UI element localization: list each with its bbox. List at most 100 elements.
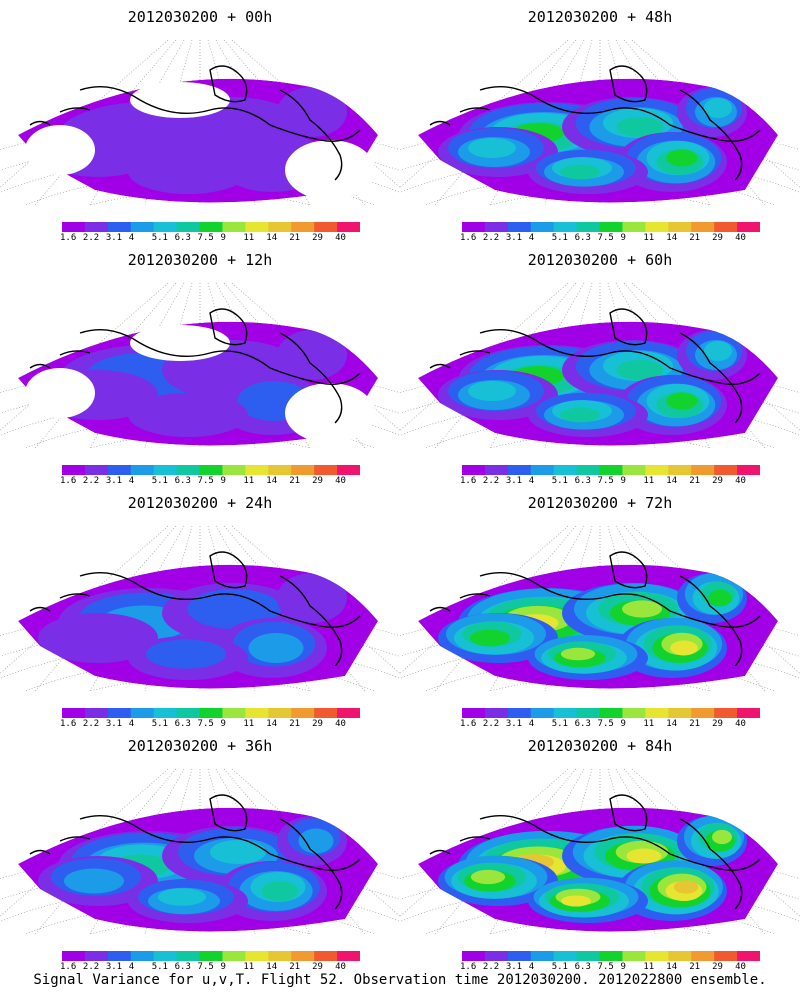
colorbar-segment [176, 222, 201, 232]
colorbar-segment [337, 222, 360, 232]
colorbar-segment [62, 708, 86, 718]
colorbar-tick-label: 3.1 [505, 476, 523, 486]
colorbar-segment [314, 222, 338, 232]
colorbar-segment [130, 465, 155, 475]
variance-map [0, 39, 400, 205]
colorbar-tick-label: 5.1 [151, 233, 168, 243]
colorbar-tick-label: 11 [643, 476, 655, 486]
colorbar-tick-label: 4 [528, 962, 535, 972]
colorbar-segment [599, 708, 623, 718]
colorbar-segment [245, 951, 269, 961]
colorbar-tick-label: 40 [335, 233, 346, 243]
colorbar-segment [107, 465, 132, 475]
colorbar-segment [645, 708, 669, 718]
colorbar-segment [714, 951, 738, 961]
variance-map [0, 768, 400, 934]
colorbar-segment [507, 708, 532, 718]
colorbar-tick-label: 3.1 [105, 476, 123, 486]
colorbar-tick-label: 14 [666, 233, 678, 243]
colorbar-tick-label: 6.3 [574, 476, 591, 486]
colorbar-segment [668, 708, 692, 718]
colorbar-tick-label: 21 [689, 233, 701, 243]
colorbar-segment [176, 465, 201, 475]
colorbar-tick-label: 29 [312, 233, 323, 243]
colorbar-tick-label: 1.6 [460, 962, 477, 972]
colorbar-tick-label: 9 [220, 719, 226, 729]
panel-title: 2012030200 + 84h [527, 737, 673, 755]
colorbar [462, 465, 760, 475]
colorbar-tick-label: 2.2 [82, 962, 100, 972]
colorbar-tick-label: 5.1 [551, 962, 568, 972]
colorbar-segment [153, 951, 178, 961]
colorbar-tick-label: 4 [128, 233, 135, 243]
panel-title: 2012030200 + 48h [527, 8, 673, 26]
figure-caption: Signal Variance for u,v,T. Flight 52. Ob… [33, 972, 767, 988]
variance-map [400, 525, 800, 691]
variance-map [400, 768, 800, 934]
colorbar-tick-label: 4 [528, 233, 535, 243]
colorbar-tick-label: 29 [712, 233, 723, 243]
colorbar-segment [222, 951, 246, 961]
colorbar-tick-label: 1.6 [460, 719, 477, 729]
colorbar-segment [668, 465, 692, 475]
colorbar-segment [691, 951, 715, 961]
colorbar-tick-label: 29 [712, 476, 723, 486]
colorbar-tick-label: 3.1 [105, 719, 123, 729]
variance-map [0, 525, 400, 691]
colorbar-tick-label: 5.1 [151, 476, 168, 486]
colorbar-tick-label: 11 [643, 233, 655, 243]
colorbar-segment [268, 708, 292, 718]
colorbar-tick-label: 7.5 [597, 719, 614, 729]
colorbar-segment [507, 951, 532, 961]
colorbar-segment [691, 465, 715, 475]
colorbar-tick-label: 11 [643, 962, 655, 972]
colorbar-segment [222, 465, 246, 475]
colorbar-segment [245, 708, 269, 718]
colorbar-tick-label: 9 [620, 233, 626, 243]
colorbar-segment [84, 951, 109, 961]
colorbar-segment [291, 465, 315, 475]
colorbar-tick-label: 9 [620, 719, 626, 729]
colorbar-segment [84, 222, 109, 232]
colorbar-tick-label: 11 [643, 719, 655, 729]
panel-title: 2012030200 + 72h [527, 494, 673, 512]
panel-title: 2012030200 + 24h [127, 494, 273, 512]
colorbar-tick-label: 9 [220, 476, 226, 486]
colorbar-tick-label: 14 [266, 476, 278, 486]
colorbar-segment [153, 222, 178, 232]
colorbar-tick-label: 21 [289, 719, 301, 729]
colorbar-tick-label: 3.1 [505, 962, 523, 972]
colorbar [462, 951, 760, 961]
colorbar-tick-label: 2.2 [482, 962, 500, 972]
colorbar-segment [484, 222, 509, 232]
colorbar-segment [576, 951, 601, 961]
colorbar-tick-label: 6.3 [174, 233, 191, 243]
colorbar-tick-label: 3.1 [105, 962, 123, 972]
colorbar-segment [622, 465, 646, 475]
colorbar-segment [553, 222, 578, 232]
colorbar-segment [553, 708, 578, 718]
colorbar-segment [199, 708, 223, 718]
colorbar-tick-label: 29 [712, 962, 723, 972]
panel-title: 2012030200 + 00h [127, 8, 273, 26]
colorbar-segment [599, 222, 623, 232]
colorbar-tick-label: 5.1 [551, 719, 568, 729]
colorbar-tick-label: 14 [666, 962, 678, 972]
colorbar-tick-label: 14 [666, 476, 678, 486]
colorbar [462, 708, 760, 718]
colorbar-tick-label: 7.5 [597, 476, 614, 486]
colorbar-segment [176, 708, 201, 718]
colorbar-tick-label: 2.2 [482, 233, 500, 243]
colorbar-tick-label: 11 [243, 233, 255, 243]
colorbar-segment [176, 951, 201, 961]
colorbar-segment [576, 708, 601, 718]
colorbar-tick-label: 11 [243, 719, 255, 729]
colorbar-segment [314, 465, 338, 475]
colorbar-segment [668, 222, 692, 232]
colorbar-segment [268, 222, 292, 232]
colorbar-segment [107, 222, 132, 232]
colorbar-segment [462, 465, 486, 475]
colorbar-tick-label: 2.2 [82, 476, 100, 486]
colorbar-tick-label: 11 [243, 476, 255, 486]
colorbar [62, 465, 360, 475]
